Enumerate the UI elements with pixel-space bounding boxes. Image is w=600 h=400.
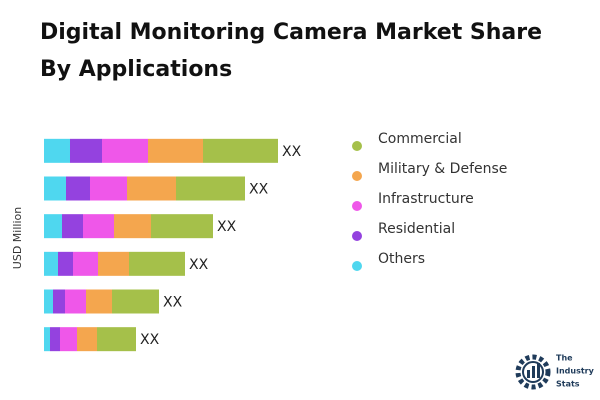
logo-text: The <box>556 354 573 363</box>
bar-segment <box>53 289 65 314</box>
bar-segment <box>58 251 73 276</box>
bar-segment <box>112 289 159 314</box>
bar-segment <box>73 251 98 276</box>
bar-segment <box>60 327 77 352</box>
legend-marker <box>352 141 362 151</box>
total-label: XX <box>282 144 302 160</box>
legend-label: Infrastructure <box>378 191 474 207</box>
legend-marker <box>352 231 362 241</box>
legend-marker <box>352 171 362 181</box>
bar-segment <box>44 251 58 276</box>
logo-icon <box>515 354 551 390</box>
bar-segment <box>65 289 86 314</box>
bar-segment <box>44 176 66 201</box>
bar-segment <box>102 138 148 163</box>
bar-segment <box>114 214 151 239</box>
bar-segment <box>44 327 50 352</box>
bar-segment <box>129 251 185 276</box>
logo-text: Industry <box>556 367 595 376</box>
bar-segment <box>66 176 90 201</box>
bar-segment <box>77 327 97 352</box>
legend-label: Military & Defense <box>378 161 507 177</box>
total-label: XX <box>189 257 209 273</box>
legend-label: Residential <box>378 221 455 237</box>
bar-segment <box>83 214 114 239</box>
bar-segment <box>148 138 203 163</box>
bar-segment <box>62 214 83 239</box>
total-label: XX <box>163 295 183 311</box>
bar-segment <box>50 327 60 352</box>
bar-segment <box>90 176 127 201</box>
legend-label: Others <box>378 251 425 267</box>
bar-segment <box>203 138 278 163</box>
bar-segment <box>151 214 213 239</box>
legend-label: Commercial <box>378 131 462 147</box>
total-label: XX <box>217 219 237 235</box>
legend-marker <box>352 201 362 211</box>
bar-segment <box>44 138 70 163</box>
y-axis-label: USD Million <box>11 207 24 269</box>
bar-segment <box>98 251 129 276</box>
bar-segment <box>70 138 102 163</box>
bar-segment <box>44 214 62 239</box>
bar-segment <box>97 327 136 352</box>
bar-segment <box>44 289 53 314</box>
bar-segment <box>86 289 112 314</box>
legend-marker <box>352 261 362 271</box>
logo-text: Stats <box>556 380 580 389</box>
total-label: XX <box>140 332 160 348</box>
total-label: XX <box>249 182 269 198</box>
chart-title: Digital Monitoring Camera Market Share B… <box>40 20 542 82</box>
bar-segment <box>176 176 245 201</box>
bar-segment <box>127 176 176 201</box>
